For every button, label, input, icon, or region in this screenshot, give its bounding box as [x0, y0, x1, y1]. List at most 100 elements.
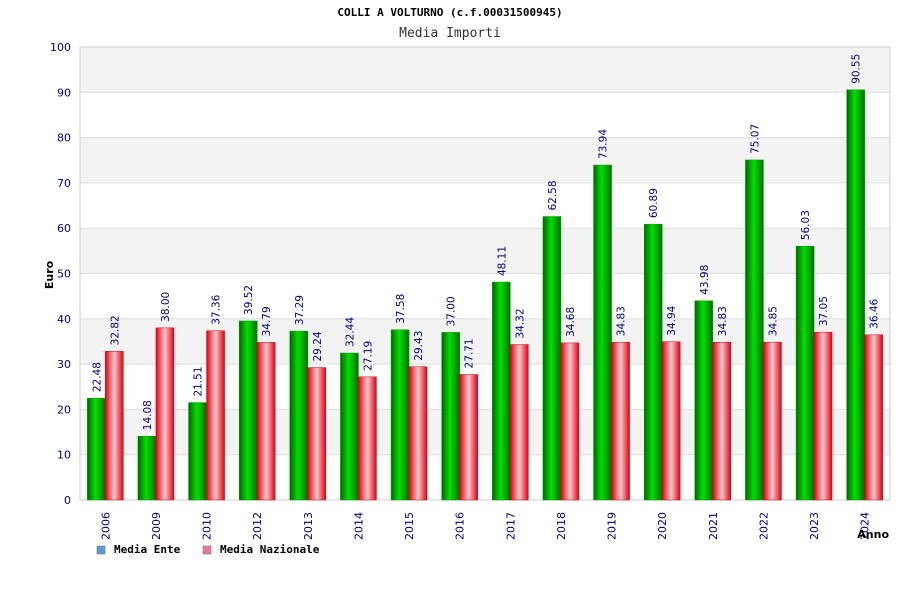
plot-band	[80, 137, 890, 183]
bar-media-nazionale	[611, 341, 630, 501]
plot-band	[80, 47, 890, 93]
y-tick-label: 0	[64, 494, 71, 507]
x-tick-label: 2014	[352, 512, 365, 540]
y-tick-label: 100	[50, 41, 71, 54]
bar-media-nazionale	[560, 342, 580, 501]
data-label: 34.83	[616, 306, 628, 336]
data-label: 37.00	[446, 296, 458, 326]
bar-media-ente	[593, 164, 612, 501]
bar-media-ente	[87, 397, 106, 501]
bar-media-ente	[441, 332, 460, 501]
bar-media-ente	[795, 245, 815, 501]
data-label: 56.03	[800, 210, 812, 240]
bar-media-ente	[542, 216, 562, 501]
data-label: 36.46	[869, 298, 881, 328]
bar-media-ente	[745, 159, 764, 501]
bar-media-nazionale	[105, 351, 124, 501]
bar-media-nazionale	[712, 341, 732, 501]
x-tick-label: 2006	[99, 512, 112, 540]
bar-media-ente	[643, 223, 663, 501]
data-label: 34.83	[717, 306, 729, 336]
data-label: 73.94	[598, 129, 610, 159]
bar-media-nazionale	[813, 331, 833, 501]
data-label: 43.98	[699, 265, 711, 295]
legend-label: Media Ente	[114, 543, 181, 556]
data-label: 37.05	[818, 296, 830, 326]
data-label: 34.32	[514, 308, 526, 338]
chart-title: COLLI A VOLTURNO (c.f.00031500945)	[337, 6, 562, 19]
data-label: 34.68	[565, 307, 577, 337]
data-label: 34.85	[767, 306, 779, 336]
data-label: 75.07	[749, 124, 761, 154]
x-tick-label: 2021	[707, 512, 720, 540]
data-label: 39.52	[243, 285, 255, 315]
x-tick-label: 2020	[656, 512, 669, 540]
data-label: 37.29	[294, 295, 306, 325]
plot-border	[79, 46, 891, 501]
data-label: 34.94	[666, 305, 678, 335]
legend-swatch	[96, 545, 106, 555]
y-tick-label: 90	[57, 86, 71, 99]
data-label: 34.79	[261, 306, 273, 336]
data-label: 62.58	[547, 180, 559, 210]
x-tick-label: 2024	[859, 512, 872, 540]
bar-media-ente	[238, 320, 258, 501]
bar-media-ente	[188, 402, 207, 501]
y-tick-label: 60	[57, 222, 71, 235]
chart-subtitle: Media Importi	[399, 26, 501, 41]
data-label: 27.71	[464, 338, 476, 368]
bar-media-nazionale	[510, 344, 529, 501]
bar-media-nazionale	[459, 374, 478, 501]
x-tick-label: 2016	[454, 512, 467, 540]
plot-band	[80, 182, 890, 229]
data-label: 60.89	[648, 188, 660, 218]
y-axis: 0 10 20 30 40 50 60 70 80 90 100	[50, 41, 71, 507]
data-label: 37.36	[211, 294, 223, 324]
x-tick-label: 2010	[201, 512, 214, 540]
bar-media-ente	[137, 435, 157, 501]
data-label: 32.44	[344, 317, 356, 347]
bar-media-nazionale	[155, 327, 175, 501]
bar-media-nazionale	[763, 341, 782, 501]
bar-media-nazionale	[661, 341, 681, 501]
y-tick-label: 10	[57, 449, 71, 462]
bars: 22.48 32.82 14.08 38.00 21.51 37.36 39.52 34.79…	[87, 54, 883, 501]
x-tick-label: 2019	[606, 512, 619, 540]
data-label: 37.58	[395, 294, 407, 324]
bar-media-nazionale	[408, 366, 428, 501]
x-axis: 2006 2009 2010 2012 2013 2014 2015 2016 2017 2018…	[99, 512, 871, 540]
y-tick-label: 40	[57, 313, 71, 326]
y-tick-label: 80	[57, 132, 71, 145]
bar-media-nazionale	[256, 342, 276, 501]
plot-band	[80, 228, 890, 274]
plot-band	[80, 92, 890, 138]
data-label: 29.43	[413, 331, 425, 361]
x-tick-label: 2018	[555, 512, 568, 540]
x-tick-label: 2015	[403, 512, 416, 540]
x-tick-label: 2022	[757, 512, 770, 540]
data-label: 32.82	[109, 315, 121, 345]
data-label: 48.11	[496, 246, 508, 276]
y-tick-label: 50	[57, 268, 71, 281]
legend-label: Media Nazionale	[220, 543, 320, 556]
y-tick-label: 70	[57, 177, 71, 190]
bar-media-nazionale	[307, 367, 327, 501]
x-tick-label: 2013	[302, 512, 315, 540]
bar-media-nazionale	[206, 330, 225, 501]
bar-media-ente	[340, 352, 359, 501]
y-axis-label: Euro	[43, 260, 56, 289]
bar-media-ente	[846, 89, 865, 501]
data-label: 38.00	[160, 292, 172, 322]
bar-media-ente	[694, 300, 714, 501]
x-tick-label: 2009	[150, 512, 163, 540]
legend-swatch	[202, 545, 212, 555]
data-label: 14.08	[142, 400, 154, 430]
bar-media-ente	[492, 281, 511, 501]
data-label: 29.24	[312, 331, 324, 361]
x-tick-label: 2023	[808, 512, 821, 540]
data-label: 90.55	[851, 54, 863, 84]
y-tick-label: 30	[57, 358, 71, 371]
data-label: 22.48	[91, 362, 103, 392]
y-tick-label: 20	[57, 403, 71, 416]
